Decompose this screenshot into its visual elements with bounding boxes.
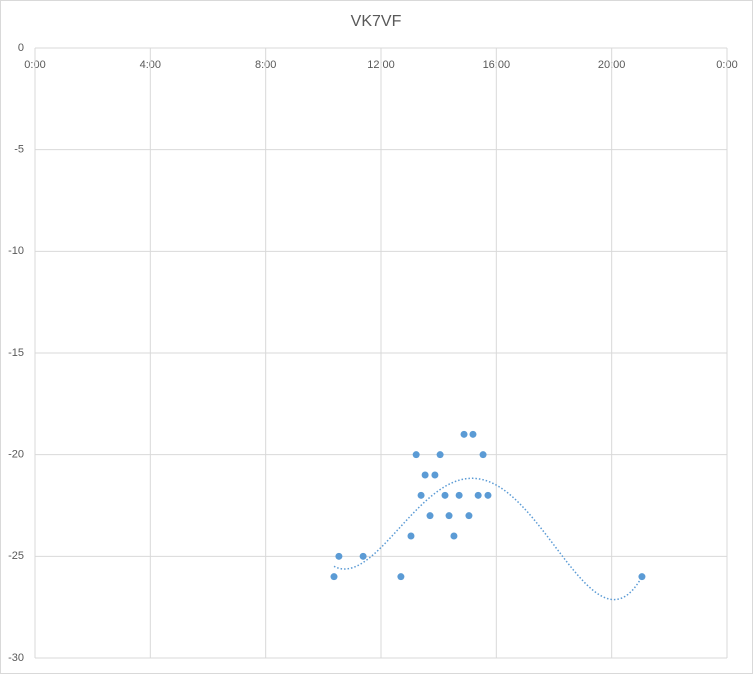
y-tick-label: 0 [18, 42, 24, 54]
data-point [474, 491, 482, 499]
y-tick-label: -5 [14, 144, 24, 156]
data-point [417, 491, 425, 499]
trendline [333, 477, 643, 601]
y-tick-label: -20 [8, 449, 24, 461]
data-point [469, 430, 477, 438]
data-point [412, 451, 420, 459]
data-point [397, 573, 405, 581]
data-point [484, 491, 492, 499]
data-point [445, 512, 453, 520]
data-point [426, 512, 434, 520]
data-point [441, 491, 449, 499]
chart-title: VK7VF [351, 13, 402, 30]
data-point [460, 430, 468, 438]
data-point [330, 573, 338, 581]
data-point [450, 532, 458, 540]
y-tick-label: -10 [8, 245, 24, 257]
data-point [465, 512, 473, 520]
data-point [407, 532, 415, 540]
data-point [431, 471, 439, 479]
y-tick-label: -15 [8, 347, 24, 359]
y-tick-label: -25 [8, 550, 24, 562]
data-point [421, 471, 429, 479]
data-point [359, 552, 367, 560]
data-point [335, 552, 343, 560]
data-point [455, 491, 463, 499]
data-point [479, 451, 487, 459]
data-point [638, 573, 646, 581]
y-tick-label: -30 [8, 652, 24, 664]
data-point [436, 451, 444, 459]
